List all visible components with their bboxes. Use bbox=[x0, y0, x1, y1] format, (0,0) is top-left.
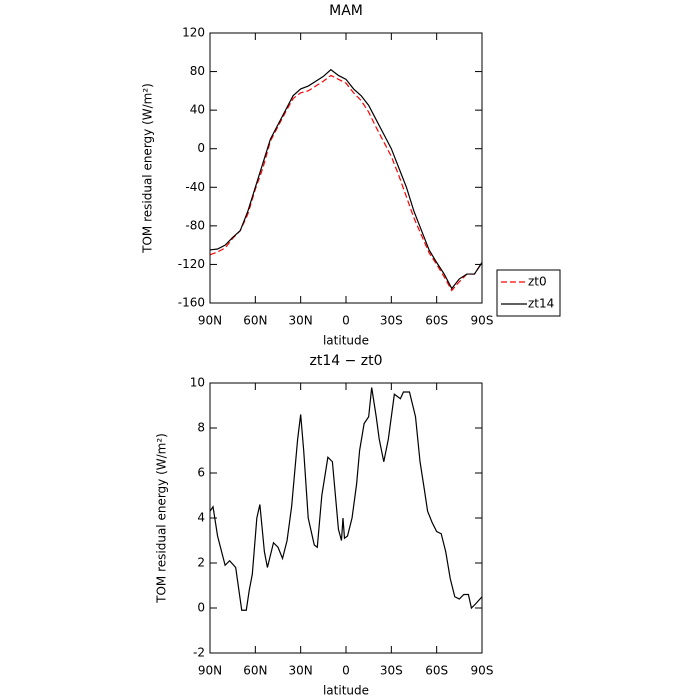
x-tick-label: 0 bbox=[342, 664, 350, 678]
y-tick-label: 10 bbox=[190, 376, 205, 390]
x-tick-label: 90S bbox=[471, 314, 494, 328]
x-tick-label: 60N bbox=[243, 314, 267, 328]
x-axis-label: latitude bbox=[323, 684, 369, 698]
x-tick-label: 90S bbox=[471, 664, 494, 678]
x-tick-label: 60S bbox=[425, 664, 448, 678]
plot-frame bbox=[209, 32, 483, 304]
y-tick-label: -40 bbox=[185, 180, 205, 194]
x-axis-label: latitude bbox=[323, 334, 369, 348]
legend: zt0 zt14 bbox=[496, 269, 561, 317]
chart-title: MAM bbox=[329, 3, 363, 19]
y-tick-label: 0 bbox=[197, 601, 205, 615]
y-tick-label: 40 bbox=[190, 103, 205, 117]
x-tick-label: 30N bbox=[289, 314, 313, 328]
x-tick-label: 30S bbox=[380, 664, 403, 678]
y-axis-label: TOM residual energy (W/m²) bbox=[155, 433, 169, 604]
x-tick-label: 90N bbox=[198, 314, 222, 328]
y-tick-label: 8 bbox=[197, 421, 205, 435]
legend-label: zt14 bbox=[528, 297, 554, 311]
y-tick-label: -80 bbox=[185, 218, 205, 232]
panel: MAM latitude TOM residual energy (W/m²) -16… bbox=[141, 3, 561, 348]
x-tick-label: 30N bbox=[289, 664, 313, 678]
y-tick-label: 6 bbox=[197, 466, 205, 480]
legend-label: zt0 bbox=[528, 275, 547, 289]
data-line bbox=[209, 68, 483, 290]
chart-title: zt14 − zt0 bbox=[309, 353, 382, 369]
plot-frame bbox=[209, 382, 483, 654]
y-tick-label: 4 bbox=[197, 511, 205, 525]
data-line bbox=[209, 387, 483, 611]
y-tick-label: -2 bbox=[193, 646, 205, 660]
x-tick-label: 0 bbox=[342, 314, 350, 328]
x-tick-label: 60S bbox=[425, 314, 448, 328]
y-tick-label: 120 bbox=[182, 26, 205, 40]
panel: zt14 − zt0 latitude TOM residual energy (W… bbox=[155, 353, 494, 698]
x-tick-label: 60N bbox=[243, 664, 267, 678]
x-tick-label: 90N bbox=[198, 664, 222, 678]
legend-box bbox=[496, 269, 561, 317]
y-tick-label: 0 bbox=[197, 141, 205, 155]
y-tick-label: 2 bbox=[197, 556, 205, 570]
y-tick-label: -160 bbox=[178, 296, 205, 310]
y-axis-label: TOM residual energy (W/m²) bbox=[141, 83, 155, 254]
data-line bbox=[209, 74, 483, 292]
x-tick-label: 30S bbox=[380, 314, 403, 328]
y-tick-label: -120 bbox=[178, 257, 205, 271]
y-tick-label: 80 bbox=[190, 64, 205, 78]
